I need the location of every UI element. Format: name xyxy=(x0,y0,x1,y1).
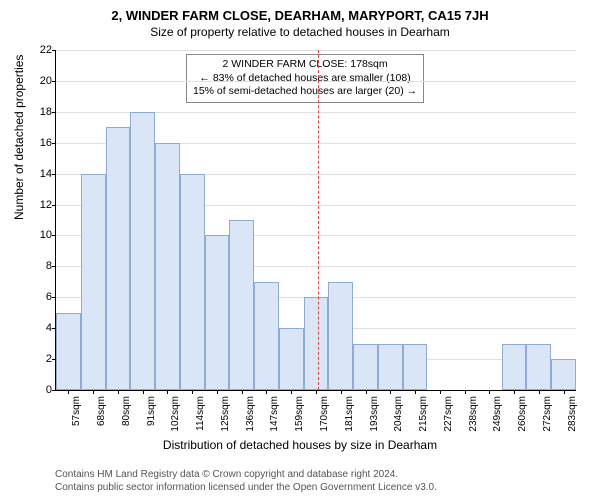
x-tick-mark xyxy=(316,390,317,394)
x-tick-label: 68sqm xyxy=(96,396,107,426)
histogram-bar xyxy=(304,297,329,390)
histogram-bar xyxy=(328,282,353,390)
x-tick-label: 227sqm xyxy=(443,396,454,432)
annotation-line3: 15% of semi-detached houses are larger (… xyxy=(193,85,417,99)
footer-line1: Contains HM Land Registry data © Crown c… xyxy=(55,468,437,481)
x-tick-mark xyxy=(341,390,342,394)
y-tick-mark xyxy=(52,81,56,82)
histogram-bar xyxy=(353,344,378,390)
histogram-bar xyxy=(254,282,279,390)
x-tick-label: 102sqm xyxy=(170,396,181,432)
y-tick-label: 4 xyxy=(46,322,52,334)
histogram-bar xyxy=(551,359,576,390)
x-tick-label: 159sqm xyxy=(294,396,305,432)
x-tick-mark xyxy=(514,390,515,394)
y-tick-mark xyxy=(52,390,56,391)
x-tick-label: 260sqm xyxy=(517,396,528,432)
x-tick-mark xyxy=(291,390,292,394)
y-tick-label: 10 xyxy=(40,229,52,241)
x-tick-mark xyxy=(465,390,466,394)
x-tick-label: 114sqm xyxy=(195,396,206,431)
histogram-bar xyxy=(378,344,403,390)
histogram-bar xyxy=(502,344,527,390)
y-tick-label: 6 xyxy=(46,291,52,303)
grid-line xyxy=(56,81,576,82)
x-tick-mark xyxy=(118,390,119,394)
x-tick-label: 193sqm xyxy=(369,396,380,432)
histogram-bar xyxy=(81,174,106,390)
x-tick-label: 249sqm xyxy=(492,396,503,432)
x-tick-label: 272sqm xyxy=(542,396,553,432)
x-tick-mark xyxy=(192,390,193,394)
annotation-line2: ← 83% of detached houses are smaller (10… xyxy=(193,72,417,86)
x-tick-label: 91sqm xyxy=(146,396,157,426)
x-tick-label: 283sqm xyxy=(567,396,578,432)
x-tick-label: 238sqm xyxy=(468,396,479,432)
y-tick-label: 18 xyxy=(40,106,52,118)
grid-line xyxy=(56,50,576,51)
y-tick-mark xyxy=(52,205,56,206)
y-tick-mark xyxy=(52,50,56,51)
y-tick-label: 12 xyxy=(40,199,52,211)
x-tick-mark xyxy=(266,390,267,394)
chart-subtitle: Size of property relative to detached ho… xyxy=(0,23,600,39)
histogram-bar xyxy=(403,344,428,390)
x-tick-mark xyxy=(440,390,441,394)
histogram-bar xyxy=(229,220,254,390)
y-tick-label: 2 xyxy=(46,353,52,365)
x-tick-label: 170sqm xyxy=(319,396,330,432)
histogram-bar xyxy=(56,313,81,390)
y-tick-label: 8 xyxy=(46,260,52,272)
footer-text: Contains HM Land Registry data © Crown c… xyxy=(55,468,437,494)
x-tick-label: 80sqm xyxy=(121,396,132,426)
x-tick-label: 147sqm xyxy=(269,396,280,432)
y-tick-label: 22 xyxy=(40,44,52,56)
y-tick-mark xyxy=(52,174,56,175)
x-tick-mark xyxy=(217,390,218,394)
x-tick-mark xyxy=(390,390,391,394)
x-tick-mark xyxy=(143,390,144,394)
histogram-bar xyxy=(526,344,551,390)
chart-container: 2, WINDER FARM CLOSE, DEARHAM, MARYPORT,… xyxy=(0,0,600,500)
y-tick-mark xyxy=(52,266,56,267)
histogram-bar xyxy=(279,328,304,390)
y-tick-mark xyxy=(52,112,56,113)
y-tick-label: 0 xyxy=(46,384,52,396)
annotation-box: 2 WINDER FARM CLOSE: 178sqm ← 83% of det… xyxy=(186,54,424,103)
footer-line2: Contains public sector information licen… xyxy=(55,481,437,494)
x-tick-mark xyxy=(415,390,416,394)
y-tick-label: 14 xyxy=(40,168,52,180)
y-tick-mark xyxy=(52,297,56,298)
histogram-bar xyxy=(106,127,131,390)
x-tick-label: 181sqm xyxy=(344,396,355,432)
x-tick-label: 57sqm xyxy=(71,396,82,426)
x-tick-mark xyxy=(564,390,565,394)
y-tick-mark xyxy=(52,143,56,144)
y-tick-mark xyxy=(52,235,56,236)
y-tick-label: 16 xyxy=(40,137,52,149)
histogram-bar xyxy=(130,112,155,390)
x-tick-mark xyxy=(366,390,367,394)
x-tick-mark xyxy=(242,390,243,394)
x-tick-mark xyxy=(539,390,540,394)
x-tick-mark xyxy=(68,390,69,394)
y-tick-label: 20 xyxy=(40,75,52,87)
x-tick-mark xyxy=(167,390,168,394)
x-tick-mark xyxy=(93,390,94,394)
x-tick-label: 215sqm xyxy=(418,396,429,432)
x-tick-mark xyxy=(489,390,490,394)
x-axis-label: Distribution of detached houses by size … xyxy=(0,438,600,452)
chart-title: 2, WINDER FARM CLOSE, DEARHAM, MARYPORT,… xyxy=(0,0,600,23)
histogram-bar xyxy=(180,174,205,390)
y-axis-label: Number of detached properties xyxy=(12,55,26,220)
annotation-line1: 2 WINDER FARM CLOSE: 178sqm xyxy=(193,58,417,72)
chart-plot-area: 2 WINDER FARM CLOSE: 178sqm ← 83% of det… xyxy=(55,50,576,391)
histogram-bar xyxy=(205,235,230,390)
x-tick-label: 204sqm xyxy=(393,396,404,432)
histogram-bar xyxy=(155,143,180,390)
x-tick-label: 125sqm xyxy=(220,396,231,432)
x-tick-label: 136sqm xyxy=(245,396,256,432)
marker-line xyxy=(318,50,319,390)
